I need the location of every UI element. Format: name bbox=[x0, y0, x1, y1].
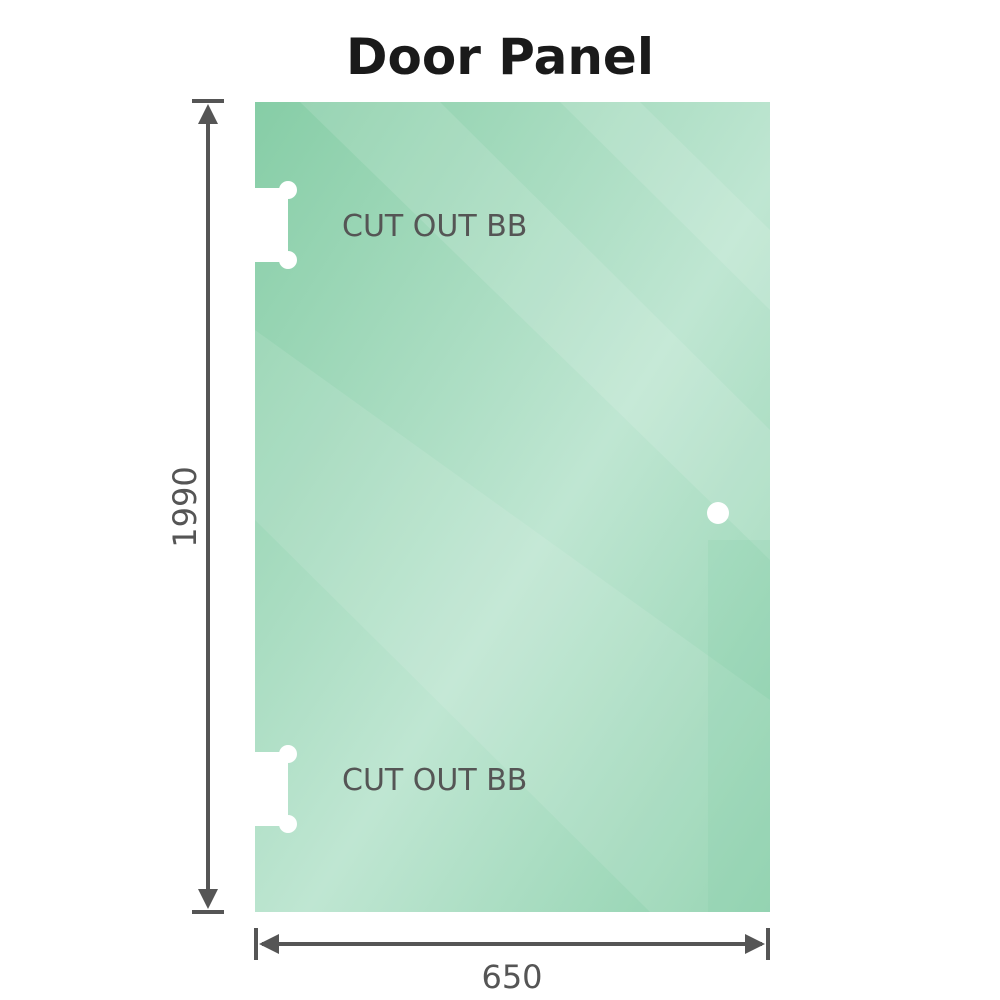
glass-panel bbox=[255, 102, 770, 912]
cutout-label-top: CUT OUT BB bbox=[342, 209, 527, 244]
height-dimension-line bbox=[192, 99, 224, 914]
cutout-label-bottom: CUT OUT BB bbox=[342, 763, 527, 798]
diagram-title: Door Panel bbox=[346, 28, 654, 86]
height-label: 1990 bbox=[166, 466, 204, 547]
width-dimension-line bbox=[254, 928, 770, 960]
width-label: 650 bbox=[481, 958, 542, 996]
